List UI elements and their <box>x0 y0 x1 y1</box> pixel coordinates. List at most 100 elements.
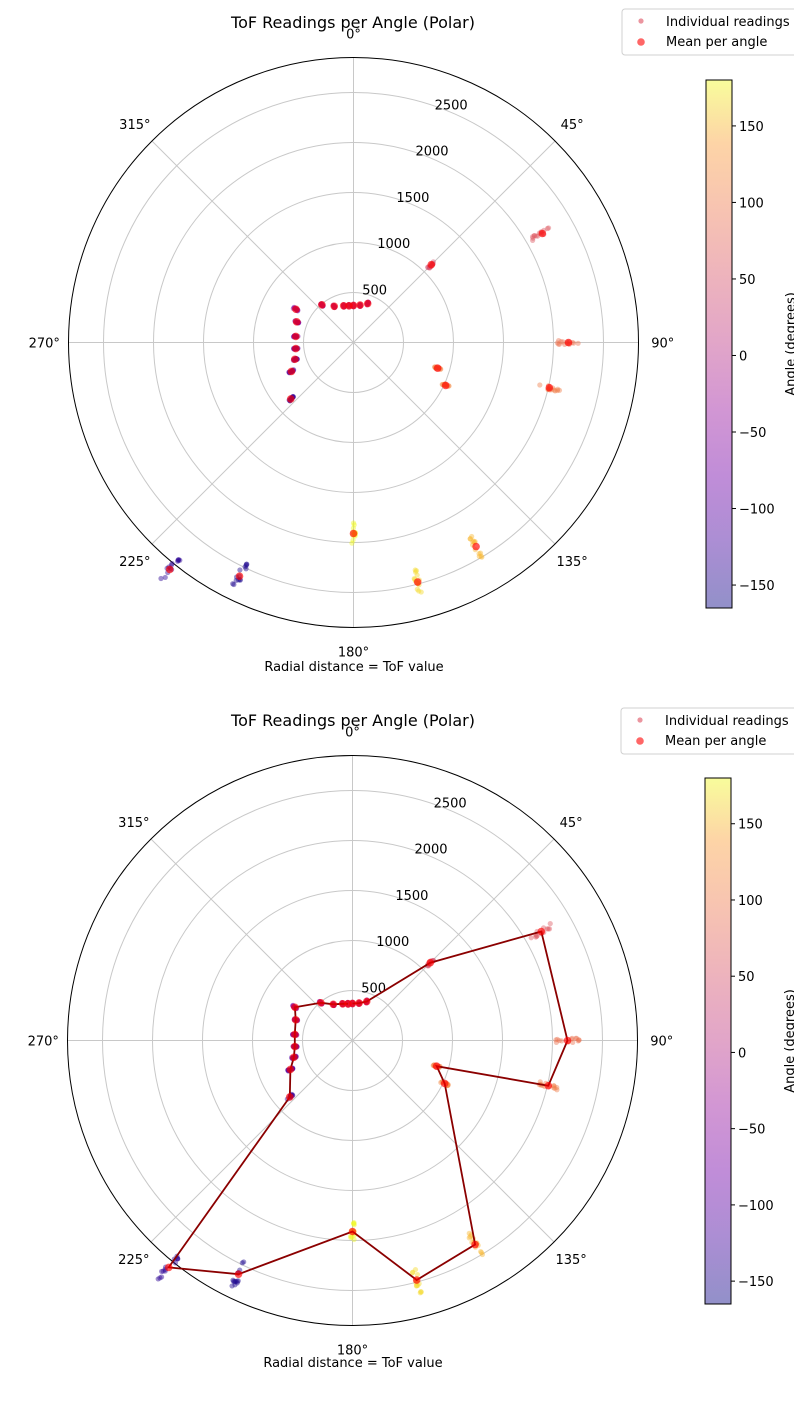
reading-point <box>177 557 183 563</box>
reading-point <box>551 1083 557 1089</box>
reading-point <box>413 568 420 574</box>
reading-point <box>544 225 551 232</box>
theta-tick-label: 225° <box>118 1253 149 1268</box>
mean-point <box>292 344 300 353</box>
reading-point <box>533 233 539 239</box>
reading-point <box>476 550 482 557</box>
reading-point <box>231 1279 238 1285</box>
reading-point <box>239 1260 245 1266</box>
reading-point <box>155 1276 161 1282</box>
mean-point <box>433 364 442 373</box>
mean-point <box>563 1036 572 1045</box>
radial-tick-label: 1000 <box>376 935 409 950</box>
reading-point <box>418 1289 424 1295</box>
mean-point <box>355 999 363 1007</box>
reading-point <box>466 1235 472 1241</box>
theta-tick-label: 90° <box>650 1035 673 1050</box>
reading-point <box>528 935 534 941</box>
theta-tick-label: 45° <box>560 816 583 831</box>
reading-point <box>415 1282 421 1289</box>
legend: Individual readings Mean per angle <box>620 707 794 755</box>
mean-point <box>345 301 353 310</box>
theta-tick-label: 270° <box>28 1035 59 1050</box>
reading-point <box>350 520 357 526</box>
reading-point <box>414 572 420 578</box>
reading-point <box>477 550 484 556</box>
mean-point <box>413 578 422 586</box>
reading-point <box>160 1268 166 1274</box>
reading-point <box>351 1221 357 1227</box>
reading-point <box>531 233 537 239</box>
x-axis-label: Radial distance = ToF value <box>263 1356 442 1371</box>
colorbar: −150 −100 −50 0 50 100 150 Angle (degrees) <box>704 777 794 1305</box>
legend-box <box>621 8 794 56</box>
colorbar-gradient <box>706 80 732 608</box>
theta-tick-label: 180° <box>338 646 369 661</box>
reading-point <box>556 387 563 393</box>
reading-point <box>351 1236 357 1243</box>
reading-point <box>243 566 249 572</box>
reading-point <box>552 1085 558 1091</box>
mean-point <box>349 529 358 538</box>
reading-point <box>157 1275 163 1281</box>
radial-tick-label: 2000 <box>414 843 447 858</box>
reading-point <box>552 388 558 394</box>
reading-point <box>244 561 250 567</box>
reading-point <box>553 1039 559 1045</box>
legend-marker-individual <box>637 717 643 723</box>
reading-point <box>234 1278 240 1284</box>
colorbar-label: Angle (degrees) <box>784 292 794 396</box>
mean-point <box>356 301 364 309</box>
colorbar-tick-label: 0 <box>738 1046 746 1061</box>
mean-point <box>291 1016 300 1024</box>
colorbar-tick-label: 50 <box>739 273 756 288</box>
mean-point <box>564 338 573 347</box>
chart-title: ToF Readings per Angle (Polar) <box>230 711 475 730</box>
reading-point <box>412 1266 419 1273</box>
mean-point <box>330 302 339 311</box>
reading-point <box>351 522 357 528</box>
reading-point <box>546 926 553 932</box>
reading-point <box>351 1219 357 1226</box>
individual-readings <box>155 921 582 1296</box>
reading-point <box>547 921 553 927</box>
legend-label-individual: Individual readings <box>666 15 790 30</box>
theta-tick-label: 0° <box>346 27 361 42</box>
reading-point <box>479 1251 486 1258</box>
reading-point <box>175 557 181 563</box>
reading-point <box>417 1290 423 1296</box>
colorbar-ticks: −150 −100 −50 0 50 100 150 <box>731 818 774 1290</box>
reading-point <box>560 339 566 345</box>
reading-point <box>235 1278 241 1284</box>
angular-gridline <box>352 1040 555 1243</box>
mean-point <box>427 260 436 269</box>
polar-spine <box>68 57 639 628</box>
reading-point <box>558 339 564 345</box>
colorbar-gradient <box>705 778 731 1304</box>
mean-point <box>339 301 348 310</box>
mean-point <box>471 1240 479 1249</box>
reading-point <box>351 1222 357 1228</box>
reading-point <box>232 1282 238 1288</box>
reading-point <box>234 1280 240 1286</box>
reading-point <box>232 1278 239 1285</box>
chart-title: ToF Readings per Angle (Polar) <box>230 13 475 32</box>
angular-gridline <box>150 838 353 1041</box>
reading-point <box>158 575 164 582</box>
polar-grid <box>67 755 638 1326</box>
legend: Individual readings Mean per angle <box>621 8 794 56</box>
reading-point <box>537 1079 543 1085</box>
reading-point <box>414 1271 421 1278</box>
reading-point <box>478 1249 484 1255</box>
reading-point <box>551 1083 557 1089</box>
theta-tick-label: 315° <box>119 118 150 133</box>
radial-tick-label: 1500 <box>396 191 429 206</box>
reading-point <box>416 588 422 594</box>
reading-point <box>551 1085 557 1091</box>
colorbar-tick-label: 150 <box>738 818 763 833</box>
reading-point <box>231 581 237 588</box>
reading-point <box>478 553 484 559</box>
reading-point <box>555 386 561 392</box>
reading-point <box>478 1250 485 1256</box>
radial-tick-label: 2000 <box>415 145 448 160</box>
